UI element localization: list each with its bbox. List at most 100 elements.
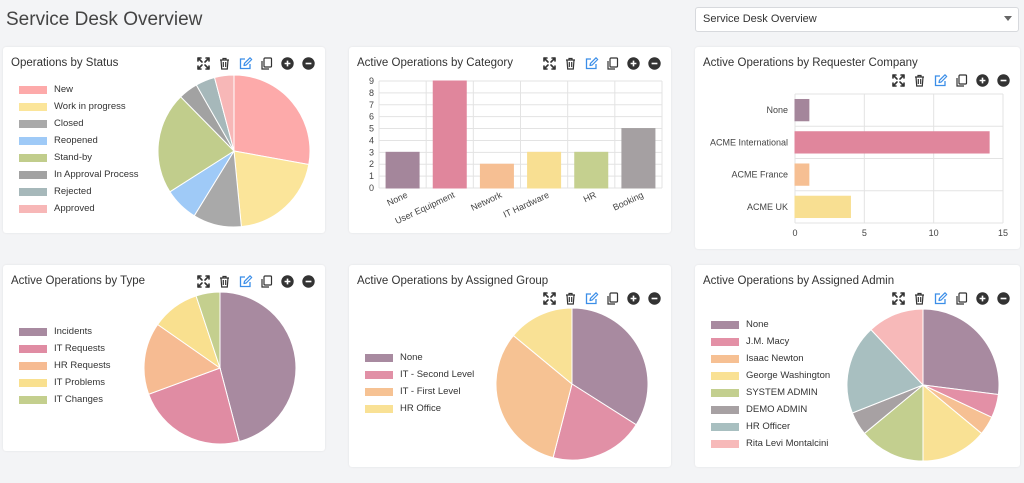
pie-slice[interactable] — [552, 383, 637, 461]
bar[interactable] — [621, 128, 656, 189]
legend-item[interactable]: DEMO ADMIN — [711, 401, 830, 418]
bar[interactable] — [794, 98, 810, 122]
legend-item[interactable]: New — [19, 81, 139, 98]
pie-slice[interactable] — [512, 307, 573, 386]
legend-item[interactable]: Rejected — [19, 183, 139, 200]
bar[interactable] — [794, 195, 851, 219]
copy-icon[interactable] — [605, 291, 620, 306]
expand-icon[interactable] — [891, 73, 906, 88]
legend-label: Work in progress — [54, 101, 126, 112]
legend-item[interactable]: SYSTEM ADMIN — [711, 384, 830, 401]
legend-label: HR Requests — [54, 360, 111, 371]
bar[interactable] — [574, 151, 609, 189]
pie-slice[interactable] — [233, 74, 311, 166]
trash-icon[interactable] — [912, 291, 927, 306]
legend-item[interactable]: None — [711, 316, 830, 333]
remove-circle-icon[interactable] — [996, 73, 1011, 88]
copy-icon[interactable] — [954, 73, 969, 88]
remove-circle-icon[interactable] — [996, 291, 1011, 306]
edit-icon[interactable] — [584, 56, 599, 71]
legend-item[interactable]: None — [365, 349, 474, 366]
add-circle-icon[interactable] — [280, 274, 295, 289]
dashboard-select[interactable]: Service Desk Overview — [695, 7, 1019, 32]
legend-item[interactable]: HR Requests — [19, 357, 111, 374]
edit-icon[interactable] — [584, 291, 599, 306]
pie-slice[interactable] — [213, 74, 235, 152]
legend-label: In Approval Process — [54, 169, 139, 180]
bar[interactable] — [479, 163, 514, 189]
expand-icon[interactable] — [542, 56, 557, 71]
edit-icon[interactable] — [238, 274, 253, 289]
legend-item[interactable]: In Approval Process — [19, 166, 139, 183]
edit-icon[interactable] — [933, 291, 948, 306]
legend-item[interactable]: Stand-by — [19, 149, 139, 166]
legend-item[interactable]: George Washington — [711, 367, 830, 384]
bar[interactable] — [794, 163, 810, 186]
legend-item[interactable]: IT Changes — [19, 391, 111, 408]
expand-icon[interactable] — [196, 56, 211, 71]
pie-slice[interactable] — [922, 308, 1000, 396]
pie-chart — [143, 291, 297, 445]
trash-icon[interactable] — [217, 274, 232, 289]
remove-circle-icon[interactable] — [647, 291, 662, 306]
add-circle-icon[interactable] — [280, 56, 295, 71]
expand-icon[interactable] — [196, 274, 211, 289]
pie-slice[interactable] — [233, 150, 310, 228]
chevron-down-icon[interactable] — [1004, 16, 1012, 21]
legend-item[interactable]: Isaac Newton — [711, 350, 830, 367]
legend-item[interactable]: Rita Levi Montalcini — [711, 435, 830, 452]
pie-slice[interactable] — [195, 291, 221, 369]
legend-label: George Washington — [746, 370, 831, 381]
remove-circle-icon[interactable] — [647, 56, 662, 71]
pie-slice[interactable] — [157, 96, 235, 193]
pie-slice[interactable] — [922, 383, 983, 462]
legend-item[interactable]: Closed — [19, 115, 139, 132]
panel-operations-by-requester-company: Active Operations by Requester Company 0… — [695, 47, 1020, 249]
bar[interactable] — [385, 151, 420, 189]
legend-item[interactable]: HR Office — [365, 400, 474, 417]
pie-slice[interactable] — [846, 328, 924, 414]
copy-icon[interactable] — [259, 274, 274, 289]
add-circle-icon[interactable] — [626, 56, 641, 71]
legend-item[interactable]: HR Officer — [711, 418, 830, 435]
pie-slice[interactable] — [495, 334, 573, 459]
legend-label: Closed — [54, 118, 84, 129]
edit-icon[interactable] — [933, 73, 948, 88]
y-tick-label: 6 — [369, 112, 374, 122]
pie-slice[interactable] — [148, 367, 240, 445]
pie-slice[interactable] — [219, 291, 297, 443]
copy-icon[interactable] — [259, 56, 274, 71]
y-tick-label: 5 — [369, 124, 374, 134]
trash-icon[interactable] — [563, 56, 578, 71]
copy-icon[interactable] — [954, 291, 969, 306]
trash-icon[interactable] — [563, 291, 578, 306]
bar[interactable] — [794, 131, 990, 154]
pie-slice[interactable] — [143, 323, 222, 395]
legend-item[interactable]: IT - Second Level — [365, 366, 474, 383]
add-circle-icon[interactable] — [975, 291, 990, 306]
y-tick-label: 1 — [369, 171, 374, 181]
legend-item[interactable]: IT - First Level — [365, 383, 474, 400]
trash-icon[interactable] — [912, 73, 927, 88]
legend-item[interactable]: Reopened — [19, 132, 139, 149]
copy-icon[interactable] — [605, 56, 620, 71]
add-circle-icon[interactable] — [626, 291, 641, 306]
legend-item[interactable]: IT Requests — [19, 340, 111, 357]
legend-item[interactable]: IT Problems — [19, 374, 111, 391]
pie-slice[interactable] — [863, 383, 924, 462]
bar[interactable] — [527, 151, 562, 189]
bar[interactable] — [432, 80, 467, 189]
expand-icon[interactable] — [891, 291, 906, 306]
trash-icon[interactable] — [217, 56, 232, 71]
legend-item[interactable]: Approved — [19, 200, 139, 217]
pie-slice[interactable] — [870, 308, 924, 387]
legend-item[interactable]: Incidents — [19, 323, 111, 340]
remove-circle-icon[interactable] — [301, 274, 316, 289]
edit-icon[interactable] — [238, 56, 253, 71]
legend-item[interactable]: J.M. Macy — [711, 333, 830, 350]
add-circle-icon[interactable] — [975, 73, 990, 88]
expand-icon[interactable] — [542, 291, 557, 306]
legend-item[interactable]: Work in progress — [19, 98, 139, 115]
legend-label: SYSTEM ADMIN — [746, 387, 818, 398]
remove-circle-icon[interactable] — [301, 56, 316, 71]
